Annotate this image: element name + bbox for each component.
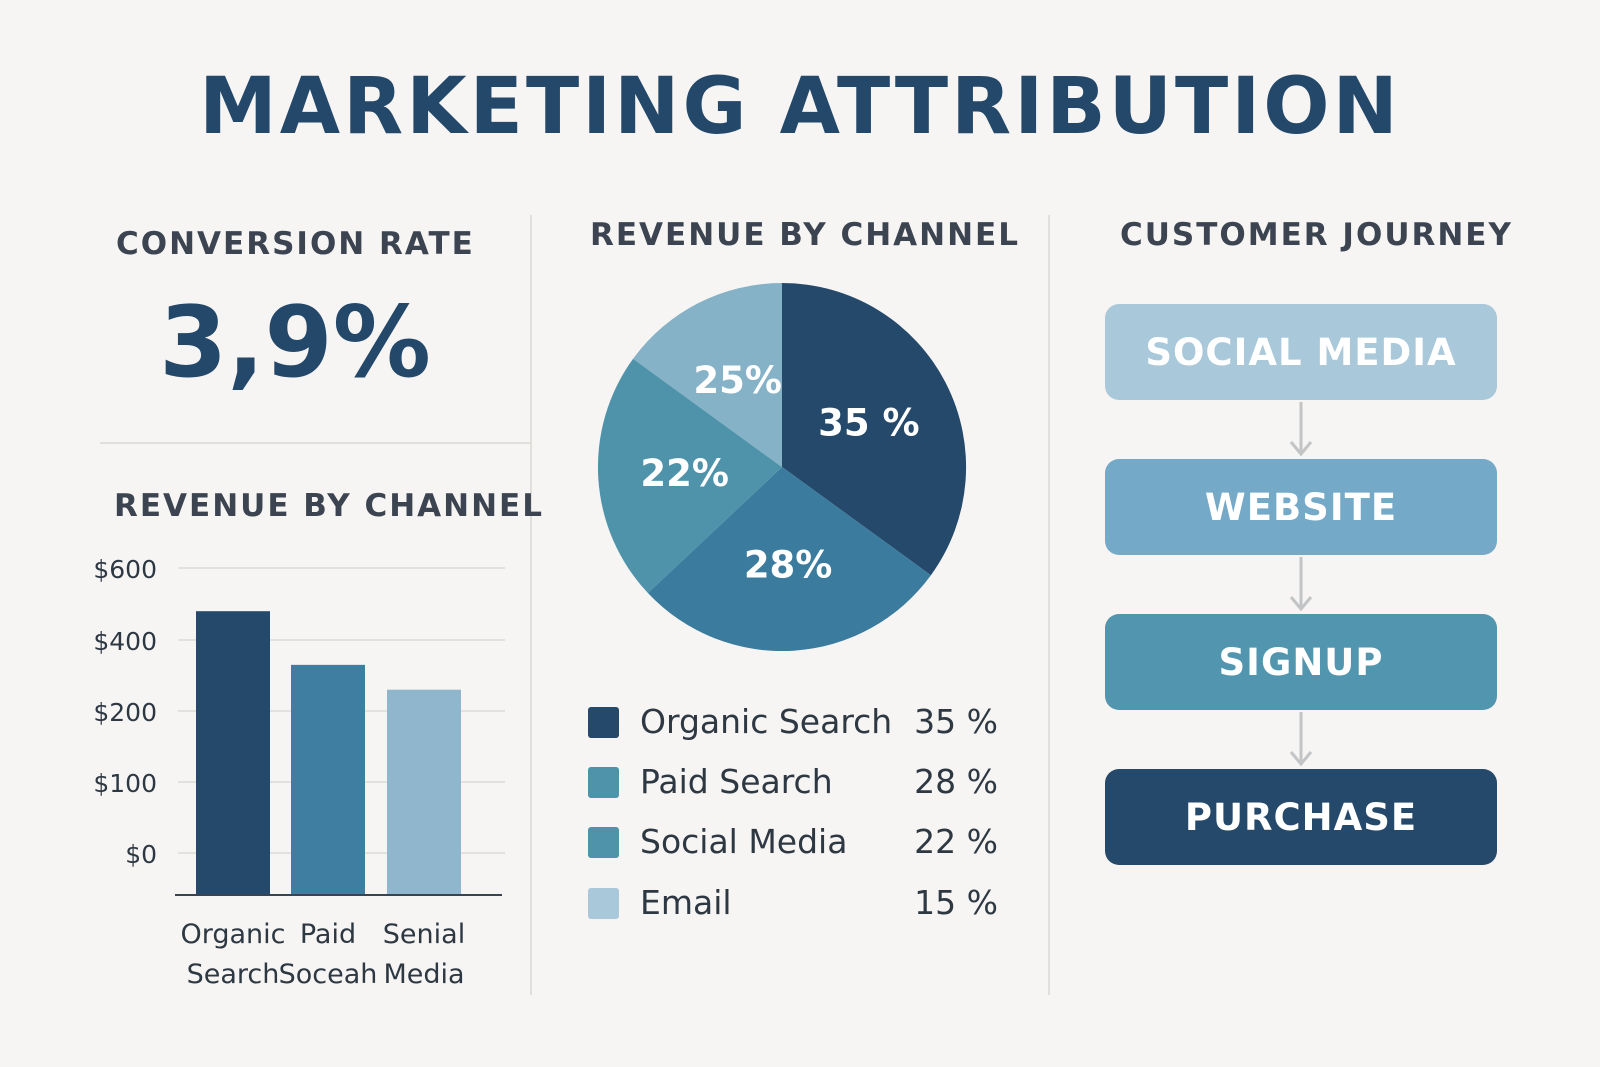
arrow-down-icon	[1289, 712, 1313, 768]
bar-chart: $600 $400 $200 $100 $0 Organic Search Paid Socea…	[93, 555, 505, 990]
bar-chart-heading: REVENUE BY CHANNEL	[114, 488, 544, 524]
legend-label: Paid Search	[640, 762, 833, 801]
section-divider	[100, 442, 530, 444]
legend-value: 28 %	[914, 762, 998, 801]
legend-label: Social Media	[640, 822, 848, 861]
x-tick-label: Paid	[300, 919, 356, 950]
bar-0	[196, 611, 270, 895]
column-divider-left	[530, 215, 532, 995]
bar-2	[387, 689, 461, 895]
legend-value: 35 %	[914, 702, 998, 741]
column-divider-right	[1048, 215, 1050, 995]
conversion-rate-value: 3,9%	[159, 286, 431, 400]
y-tick-label: $600	[93, 555, 157, 584]
legend-value: 15 %	[914, 883, 998, 922]
x-tick-label: Media	[383, 959, 464, 990]
legend-swatch	[588, 767, 619, 798]
pie-chart: 35 % 28% 22% 25%	[597, 282, 967, 652]
pie-slice-0	[782, 283, 967, 576]
x-tick-label: Senial	[383, 919, 465, 950]
journey-step-social-media: SOCIAL MEDIA	[1105, 304, 1497, 400]
x-tick-label: Soceah	[279, 959, 378, 990]
journey-step-signup: SIGNUP	[1105, 614, 1497, 710]
legend-swatch	[588, 888, 619, 919]
page-title: MARKETING ATTRIBUTION	[199, 62, 1401, 152]
bar-1	[291, 664, 365, 895]
arrow-down-icon	[1289, 402, 1313, 458]
pie-slice-label: 35 %	[818, 402, 919, 445]
legend-label: Email	[640, 883, 732, 922]
journey-heading: CUSTOMER JOURNEY	[1120, 217, 1513, 253]
x-tick-label: Search	[187, 959, 280, 990]
legend-swatch	[588, 707, 619, 738]
journey-step-purchase: PURCHASE	[1105, 769, 1497, 865]
x-tick-label: Organic	[180, 919, 285, 950]
pie-slice-label: 22%	[640, 452, 729, 495]
y-tick-label: $400	[93, 627, 157, 656]
legend-swatch	[588, 827, 619, 858]
pie-slice-2	[597, 358, 782, 593]
pie-slice-1	[647, 467, 931, 652]
pie-chart-heading: REVENUE BY CHANNEL	[590, 217, 1020, 253]
legend-label: Organic Search	[640, 702, 893, 741]
pie-slice-label: 28%	[744, 543, 833, 586]
y-tick-label: $200	[93, 698, 157, 727]
conversion-rate-heading: CONVERSION RATE	[116, 226, 475, 262]
legend-value: 22 %	[914, 822, 998, 861]
pie-slice-label: 25%	[693, 359, 782, 402]
y-tick-label: $0	[125, 840, 157, 869]
legend-item-social-media: Social Media 22 %	[588, 822, 1008, 862]
pie-slice-3	[633, 282, 782, 467]
arrow-down-icon	[1289, 557, 1313, 613]
legend-item-email: Email 15 %	[588, 883, 1008, 923]
journey-step-website: WEBSITE	[1105, 459, 1497, 555]
legend-item-organic-search: Organic Search 35 %	[588, 702, 1008, 742]
legend-item-paid-search: Paid Search 28 %	[588, 762, 1008, 802]
y-tick-label: $100	[93, 769, 157, 798]
